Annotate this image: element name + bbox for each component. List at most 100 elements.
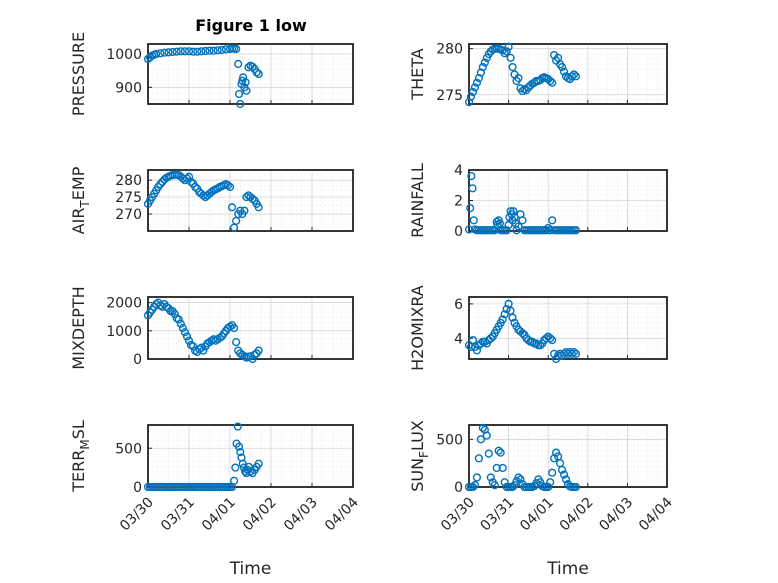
x-tick-label: 03/31 [478, 495, 518, 535]
data-point [502, 47, 511, 56]
subplot-terr-msl: 0 500 TERRMSL 03/30 03/31 04/01 04/02 04/03 04/0… [69, 420, 362, 579]
data-point [506, 53, 515, 62]
data-point [567, 72, 577, 81]
subplot-pressure: 900 1000 PRESSURE [69, 32, 354, 116]
data-point [490, 480, 499, 490]
data-point [508, 482, 517, 492]
data-point [242, 86, 251, 95]
data-point [502, 304, 511, 314]
data-point [230, 323, 239, 333]
data-point [528, 337, 537, 346]
data-point [156, 180, 165, 189]
data-point [186, 340, 196, 350]
data-point [548, 216, 557, 225]
subplot-sun-flux: 0 500 SUNFLUX 03/30 03/31 04/01 04/02 04/03 04/0… [408, 420, 676, 579]
data-point [180, 47, 190, 56]
y-tick-label: 280 [115, 173, 142, 189]
data-point [478, 62, 487, 72]
data-point [571, 349, 581, 358]
data-point [470, 83, 480, 92]
data-point [536, 341, 545, 350]
data-point [201, 46, 210, 56]
data-point [480, 58, 489, 67]
y-axis-label: THETA [408, 48, 427, 100]
data-point [231, 463, 240, 472]
axes-box [468, 43, 668, 105]
data-point [225, 322, 235, 331]
data-point [223, 181, 233, 190]
data-point [469, 216, 478, 225]
data-point [246, 467, 255, 476]
data-point [176, 47, 185, 56]
x-tick-label: 03/30 [438, 495, 478, 535]
data-point [518, 329, 527, 338]
data-point [569, 348, 579, 357]
data-point [478, 423, 487, 432]
x-tick-label: 03/31 [158, 495, 198, 535]
data-point [500, 478, 509, 487]
data-point [514, 74, 523, 83]
data-point [232, 337, 241, 347]
data-point [250, 350, 259, 359]
data-point [236, 448, 245, 457]
data-point [205, 46, 214, 55]
plot-area [147, 296, 354, 360]
data-point [176, 319, 185, 328]
data-point [217, 45, 226, 55]
data-point [472, 346, 482, 355]
data-point [472, 473, 482, 482]
y-tick-label: 1000 [106, 47, 142, 63]
data-point [170, 309, 179, 319]
data-point [172, 47, 181, 56]
y-tick-label: 500 [436, 432, 463, 448]
data-point [160, 48, 169, 57]
y-tick-label: 0 [454, 224, 463, 240]
data-point [546, 478, 555, 487]
data-point [550, 349, 559, 358]
data-point [254, 459, 263, 468]
data-point [236, 99, 245, 109]
data-point [571, 226, 581, 235]
data-point [496, 448, 505, 457]
y-axis-label: H2OMIXRA [408, 285, 427, 371]
data-point [215, 333, 224, 342]
data-point [468, 184, 477, 193]
x-tick-label: 04/03 [596, 495, 636, 535]
y-tick-label: 900 [115, 80, 142, 96]
y-tick-label: 0 [133, 352, 142, 368]
x-tick-label: 03/30 [117, 495, 157, 535]
data-point [498, 463, 507, 473]
data-point [254, 69, 263, 79]
data-point [233, 422, 242, 431]
data-point [571, 482, 581, 492]
data-point [476, 435, 485, 444]
data-point [193, 47, 202, 56]
data-point [494, 446, 503, 455]
y-axis-label: AIRTEMP [69, 166, 92, 234]
data-point [466, 92, 476, 101]
x-tick-label: 04/02 [557, 495, 597, 535]
data-point [464, 225, 474, 234]
data-point [184, 47, 194, 56]
plot-area [147, 424, 354, 488]
data-point [172, 314, 181, 323]
y-tick-label: 500 [115, 441, 142, 457]
data-point [152, 49, 161, 59]
data-point [174, 315, 183, 324]
data-point [508, 313, 517, 322]
y-axis-label: RAINFALL [408, 163, 427, 238]
x-tick-label: 04/02 [240, 495, 280, 535]
data-point [548, 468, 557, 477]
data-point [156, 49, 165, 58]
y-tick-label: 6 [454, 297, 463, 313]
data-point [241, 78, 250, 87]
data-point [248, 194, 257, 203]
data-point [518, 86, 527, 96]
data-point [482, 431, 491, 440]
data-point [240, 206, 249, 215]
data-point [468, 482, 478, 492]
y-axis-label: TERRMSL [69, 420, 92, 493]
